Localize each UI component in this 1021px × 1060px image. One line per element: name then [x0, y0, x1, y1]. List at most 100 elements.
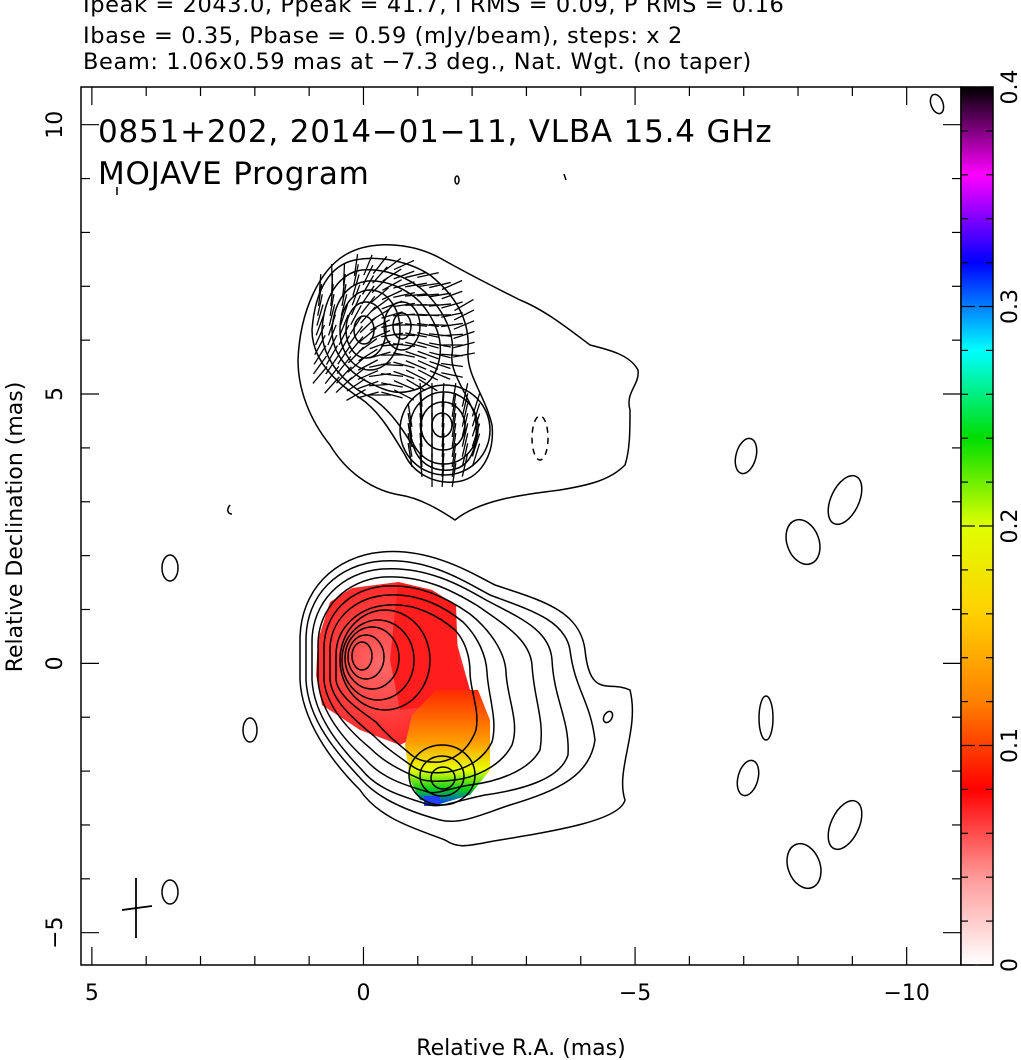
evpa-vector — [369, 340, 391, 350]
evpa-vector — [417, 322, 439, 328]
evpa-vector — [451, 463, 457, 487]
evpa-vector — [361, 285, 375, 305]
evpa-vector — [451, 383, 457, 407]
colorbar-tick-label: 0.3 — [998, 289, 1021, 324]
evpa-vector — [441, 422, 445, 448]
evpa-vector — [407, 423, 413, 447]
pol-jet-tip — [424, 796, 440, 806]
noise-contour — [786, 842, 822, 890]
evpa-vector — [417, 359, 439, 371]
evpa-vector — [357, 391, 379, 399]
evpa-vector — [351, 284, 361, 306]
x-axis-label: Relative R.A. (mas) — [416, 1036, 625, 1060]
evpa-vector — [428, 314, 452, 316]
noise-contour — [563, 173, 567, 181]
evpa-vector — [346, 388, 366, 402]
evpa-vector — [419, 392, 423, 418]
evpa-vector — [327, 324, 337, 346]
evpa-vector — [326, 334, 338, 356]
evpa-vector — [429, 370, 451, 380]
evpa-vector — [441, 312, 463, 318]
contour-core-8 — [339, 609, 431, 711]
evpa-vector — [381, 332, 403, 338]
evpa-vector — [441, 382, 445, 408]
evpa-vector — [441, 290, 463, 300]
contour-core-11 — [347, 634, 385, 680]
evpa-vector — [451, 393, 457, 417]
evpa-vector — [393, 342, 415, 348]
evpa-vector — [407, 433, 413, 457]
evpa-vector — [347, 346, 365, 364]
stokes-i-contours — [116, 93, 945, 905]
source-annotation: 0851+202, 2014−01−11, VLBA 15.4 GHz — [98, 114, 772, 150]
evpa-vector — [461, 433, 469, 457]
evpa-vector — [393, 302, 415, 308]
noise-contour — [827, 799, 863, 851]
y-tick-label: 0 — [43, 656, 68, 670]
contour-lobe-5 — [339, 289, 401, 371]
evpa-vector — [419, 422, 423, 448]
evpa-vector — [316, 304, 324, 326]
evpa-vector — [441, 372, 463, 378]
x-tick-label: −5 — [619, 981, 651, 1006]
evpa-vector — [405, 341, 427, 349]
evpa-vector — [369, 362, 391, 368]
evpa-vector — [325, 345, 339, 365]
noise-contour — [454, 175, 460, 185]
evpa-vector — [393, 270, 415, 280]
contour-core-5 — [323, 585, 516, 783]
evpa-vector — [461, 403, 469, 427]
evpa-vector — [416, 293, 440, 297]
contour-core-6 — [329, 594, 495, 774]
noise-contour — [736, 759, 760, 797]
evpa-vector — [405, 360, 427, 370]
evpa-vector — [318, 273, 322, 297]
contour-lobe-outer — [297, 244, 639, 521]
noise-contour — [734, 437, 758, 475]
colorbar-tick-label: 0.2 — [998, 509, 1021, 544]
evpa-vector — [471, 393, 481, 417]
y-tick-label: 10 — [43, 111, 68, 139]
evpa-vector — [407, 403, 413, 427]
evpa-vector — [372, 266, 388, 284]
contour-core-12 — [351, 641, 373, 671]
x-tick-label: −10 — [883, 981, 929, 1006]
evpa-vector — [451, 443, 457, 467]
evpa-vector — [454, 298, 474, 312]
evpa-vector — [329, 294, 335, 316]
evpa-vector — [357, 369, 379, 381]
evpa-vector — [461, 393, 469, 417]
evpa-vector — [369, 351, 391, 359]
evpa-vector — [451, 403, 457, 427]
evpa-vector — [357, 359, 379, 371]
evpa-vector — [393, 352, 415, 358]
evpa-vector — [441, 279, 463, 291]
evpa-vector — [405, 271, 427, 279]
evpa-vector — [358, 348, 378, 362]
evpa-vector — [382, 279, 402, 291]
evpa-vector — [453, 320, 475, 330]
evpa-vector — [419, 412, 423, 438]
evpa-vector — [349, 315, 363, 335]
evpa-vector — [341, 284, 347, 306]
evpa-vector — [405, 350, 427, 360]
evpa-vector — [417, 332, 439, 338]
x-tick-label: 0 — [356, 981, 370, 1006]
evpa-vector — [327, 314, 337, 336]
header-line-2: Ibase = 0.35, Pbase = 0.59 (mJy/beam), s… — [83, 23, 683, 49]
evpa-vector — [451, 433, 457, 457]
noise-contour — [161, 879, 179, 905]
evpa-vector — [369, 329, 391, 341]
evpa-vector — [353, 254, 359, 276]
noise-contour — [161, 554, 179, 582]
noise-contour — [242, 717, 258, 743]
evpa-vectors — [312, 254, 481, 488]
evpa-vector — [362, 264, 374, 286]
y-tick-label: 5 — [43, 387, 68, 401]
evpa-vector — [381, 311, 403, 319]
evpa-vector — [471, 403, 481, 427]
evpa-vector — [441, 442, 445, 468]
evpa-vector — [350, 305, 362, 325]
contour-lobe-2 — [311, 257, 494, 483]
colorbar-tick-label: 0.1 — [998, 728, 1021, 763]
